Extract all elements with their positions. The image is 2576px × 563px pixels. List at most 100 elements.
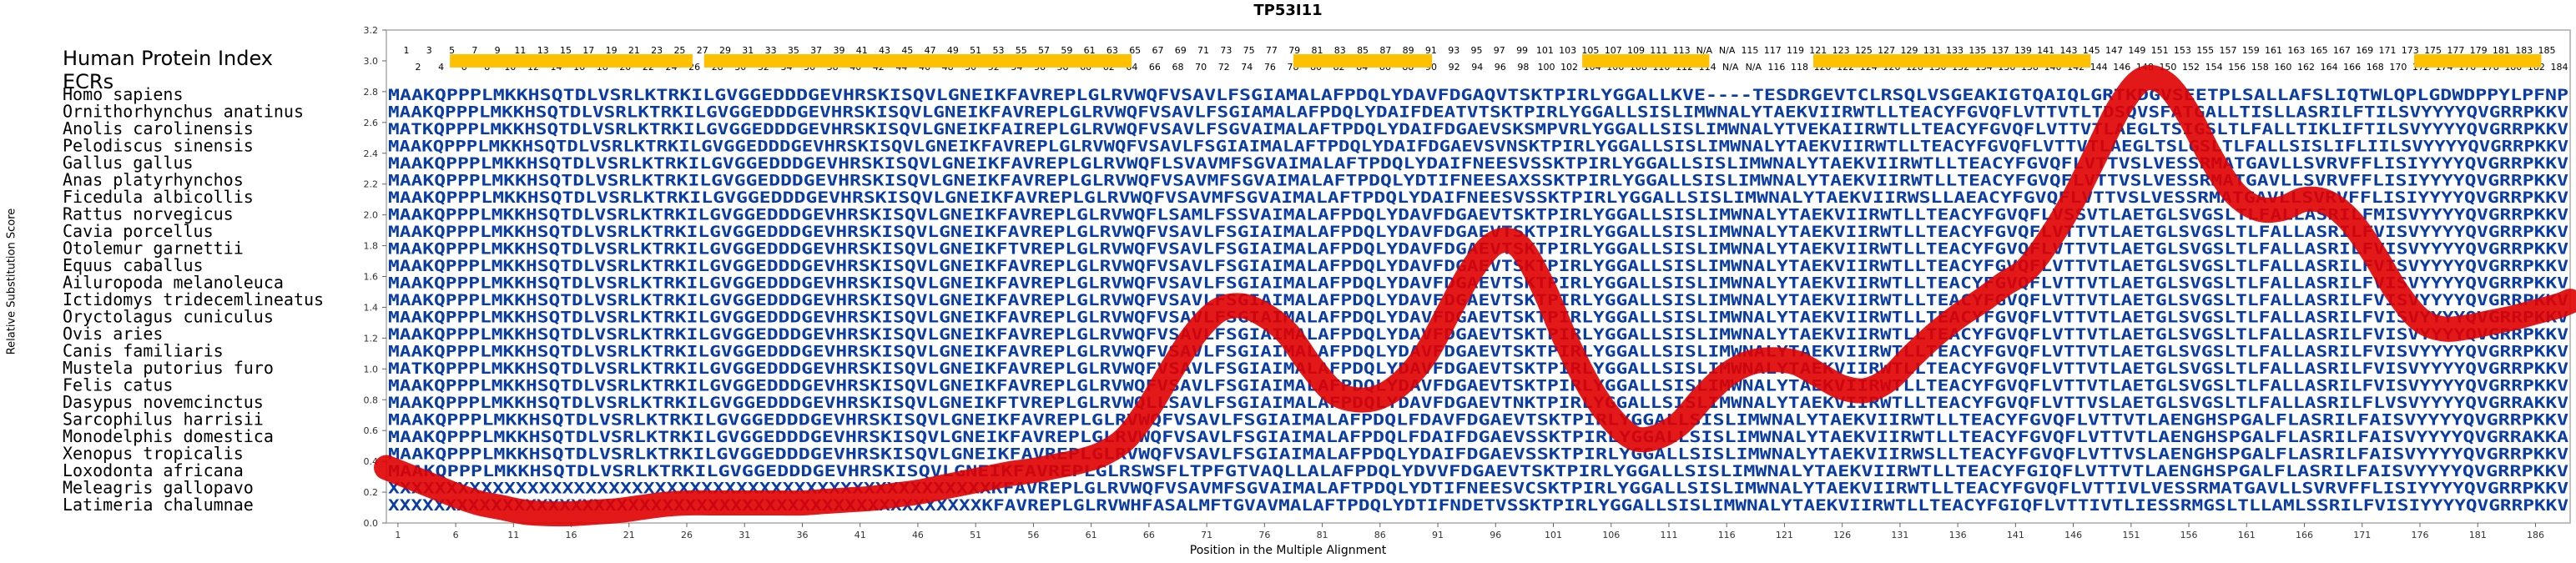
- alignment-sequence: MAAKQPPPLMKKHSQTDLVSRLKTRKILGVGGEDDDGEVH…: [388, 394, 2568, 412]
- index-number-odd: 33: [765, 45, 777, 56]
- species-name: Gallus gallus: [63, 153, 194, 173]
- index-number-even: 162: [2297, 62, 2315, 73]
- index-number-odd: 81: [1311, 45, 1323, 56]
- species-name: Mustela putorius furo: [63, 358, 274, 378]
- index-number-odd: 15: [560, 45, 572, 56]
- index-number-odd: 105: [1581, 45, 1599, 56]
- index-number-odd: 91: [1425, 45, 1437, 56]
- x-tick-label: 61: [1086, 530, 1097, 540]
- index-number-even: 116: [1767, 62, 1785, 73]
- index-number-even: 158: [2251, 62, 2269, 73]
- index-number-even: 76: [1264, 62, 1276, 73]
- header-label-ecrs: ECRs: [63, 70, 113, 93]
- index-number-odd: 49: [947, 45, 959, 56]
- index-number-odd: 67: [1152, 45, 1163, 56]
- x-tick-label: 26: [681, 530, 693, 540]
- index-number-even: N/A: [1722, 62, 1739, 73]
- alignment-sequence: MAAKQPPPLMKKHSQTDLVSRLKTRKILGVGGEDDDGEVH…: [388, 103, 2568, 122]
- species-name: Loxodonta africana: [63, 460, 244, 480]
- y-tick-label: 1.8: [364, 241, 379, 252]
- index-number-odd: 3: [426, 45, 432, 56]
- index-number-even: 92: [1449, 62, 1460, 73]
- index-number-odd: 23: [651, 45, 663, 56]
- index-number-odd: 175: [2424, 45, 2442, 56]
- x-tick-label: 146: [2064, 530, 2082, 540]
- index-number-odd: 123: [1832, 45, 1850, 56]
- index-number-odd: 57: [1038, 45, 1050, 56]
- x-tick-label: 101: [1545, 530, 1562, 540]
- index-number-odd: 103: [1559, 45, 1576, 56]
- alignment-sequence: MAAKQPPPLMKKHSQTDLVSRLKTRKILGVGGEDDDGEVH…: [388, 325, 2568, 344]
- index-number-odd: 47: [925, 45, 936, 56]
- y-tick-label: 2.2: [364, 179, 379, 190]
- x-axis-label: Position in the Multiple Alignment: [1189, 544, 1387, 557]
- alignment-sequence: MAAKQPPPLMKKHSQTDLVSRLKTRKILGVGGEDDDGEVH…: [388, 154, 2568, 173]
- x-tick-label: 166: [2296, 530, 2313, 540]
- x-tick-label: 41: [854, 530, 866, 540]
- species-name: Ovis aries: [63, 324, 163, 344]
- ecr-bar: [1582, 53, 1710, 68]
- x-tick-label: 176: [2411, 530, 2428, 540]
- index-number-even: 154: [2205, 62, 2223, 73]
- species-name: Monodelphis domestica: [63, 426, 274, 446]
- index-number-odd: 83: [1334, 45, 1346, 56]
- y-tick-label: 0.8: [364, 395, 379, 405]
- index-number-odd: 171: [2378, 45, 2396, 56]
- species-name: Xenopus tropicalis: [63, 444, 244, 464]
- index-number-odd: 121: [1809, 45, 1827, 56]
- index-number-odd: 127: [1878, 45, 1895, 56]
- x-tick-label: 161: [2238, 530, 2256, 540]
- index-number-odd: 37: [810, 45, 822, 56]
- species-name: Pelodiscus sinensis: [63, 136, 254, 156]
- y-tick-label: 1.6: [364, 272, 379, 283]
- alignment-sequence: MAAKQPPPLMKKHSQTDLVSRLKTRKILGVGGEDDDGEVH…: [388, 445, 2568, 464]
- x-tick-label: 31: [739, 530, 750, 540]
- index-number-odd: 45: [901, 45, 913, 56]
- index-number-even: 146: [2113, 62, 2130, 73]
- x-tick-label: 76: [1258, 530, 1270, 540]
- index-number-odd: 147: [2105, 45, 2123, 56]
- index-number-odd: 131: [1923, 45, 1941, 56]
- index-number-odd: 169: [2356, 45, 2373, 56]
- species-name: Meleagris gallopavo: [63, 478, 254, 498]
- y-tick-label: 2.6: [364, 118, 379, 128]
- species-name: Otolemur garnettii: [63, 239, 244, 259]
- x-tick-label: 86: [1374, 530, 1386, 540]
- index-number-odd: 63: [1107, 45, 1118, 56]
- alignment-sequence: MAAKQPPPLMKKHSQTDLVSRLKTRKILGVGGEDDDGEVH…: [388, 189, 2568, 207]
- index-number-odd: 7: [471, 45, 477, 56]
- x-tick-label: 11: [507, 530, 519, 540]
- index-number-odd: 61: [1084, 45, 1096, 56]
- y-tick-label: 1.0: [364, 364, 379, 374]
- x-tick-label: 186: [2527, 530, 2544, 540]
- x-tick-label: 1: [395, 530, 401, 540]
- index-number-even: 102: [1560, 62, 1578, 73]
- index-number-odd: 93: [1448, 45, 1459, 56]
- y-tick-label: 2.4: [364, 148, 379, 159]
- index-number-odd: 41: [856, 45, 868, 56]
- species-name: Oryctolagus cuniculus: [63, 307, 274, 327]
- index-number-even: 98: [1517, 62, 1529, 73]
- index-number-odd: 89: [1403, 45, 1414, 56]
- index-number-odd: 157: [2219, 45, 2236, 56]
- index-number-odd: 185: [2538, 45, 2556, 56]
- index-number-even: 4: [438, 62, 444, 73]
- index-number-odd: 17: [582, 45, 594, 56]
- species-name: Anolis carolinensis: [63, 118, 254, 138]
- index-number-odd: 151: [2151, 45, 2169, 56]
- index-number-odd: 59: [1061, 45, 1072, 56]
- score-curve: [374, 64, 2576, 527]
- alignment-sequence: MAAKQPPPLMKKHSQTDLVSRLKTRKILGVGGEDDDGEVH…: [388, 206, 2568, 224]
- index-number-odd: 165: [2311, 45, 2328, 56]
- index-number-odd: 119: [1787, 45, 1804, 56]
- alignment-sequence: MAAKQPPPLMKKHSQTDLVSRLKTRKILGVGGEDDDGEVH…: [388, 377, 2568, 395]
- x-tick-label: 66: [1143, 530, 1155, 540]
- y-tick-label: 0.2: [364, 487, 379, 498]
- index-number-even: 184: [2551, 62, 2568, 73]
- ecr-bar: [1813, 53, 2091, 68]
- alignment-sequence: MAAKQPPPLMKKHSQTDLVSRLKTRKILGVGGEDDDGEVH…: [388, 223, 2568, 241]
- index-number-odd: 69: [1175, 45, 1187, 56]
- index-number-odd: 137: [1992, 45, 2009, 56]
- index-number-even: 100: [1537, 62, 1555, 73]
- index-number-odd: 155: [2196, 45, 2214, 56]
